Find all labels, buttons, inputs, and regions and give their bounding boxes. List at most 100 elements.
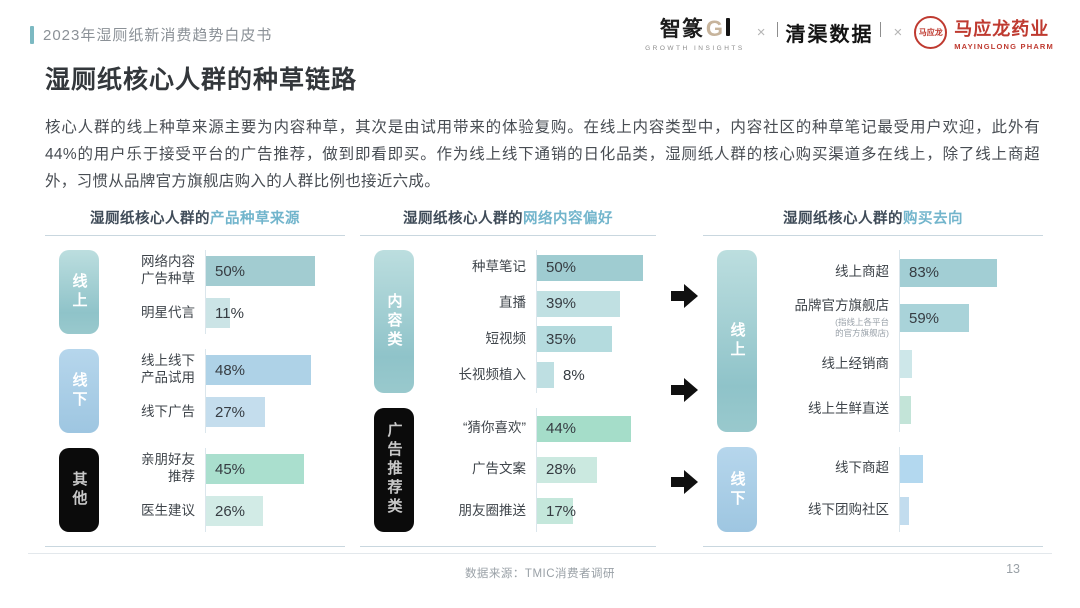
zhizhuan-logo: 智篆 G GROWTH INSIGHTS	[645, 13, 745, 52]
bar: 59%	[900, 304, 969, 333]
mayinglong-en: MAYINGLONG PHARM	[954, 41, 1054, 51]
chart-row: 直播 39%	[424, 285, 652, 322]
bar-track: 28%	[536, 449, 652, 491]
row-label: 线上生鲜直送	[767, 401, 899, 418]
row-label-text: 线下商超	[835, 460, 889, 476]
group-pill: 内容类	[374, 250, 414, 393]
bar	[537, 362, 555, 389]
row-label-text: 线上经销商	[821, 355, 890, 371]
bar: 35%	[537, 326, 612, 353]
bar	[900, 349, 912, 378]
chart-title-highlight: 网络内容偏好	[523, 211, 613, 227]
chart-row: 朋友圈推送 17%	[424, 490, 652, 532]
bar: 26%	[206, 496, 263, 526]
bar	[900, 395, 911, 424]
row-label-text: 医生建议	[141, 502, 195, 518]
brand-logos: 智篆 G GROWTH INSIGHTS × 清渠数据 × 马应龙 马应龙药业 …	[645, 13, 1054, 52]
bar-chart: 内容类 种草笔记 50% 直播 39% 短视频 35% 长视频植入 8% 广告推荐类 “猜你喜欢” 4…	[360, 235, 656, 547]
bar: 45%	[206, 454, 304, 484]
row-label-text: 网络内容 广告种草	[141, 254, 195, 286]
chart-row: 短视频 35%	[424, 321, 652, 358]
bar-track: 44%	[536, 407, 652, 450]
row-label: “猜你喜欢”	[424, 420, 536, 437]
chart-title: 湿厕纸核心人群的购买去向	[703, 207, 1043, 228]
row-label: 长视频植入	[424, 367, 536, 384]
zhizhuan-i-icon	[725, 18, 730, 36]
bar: 50%	[537, 254, 644, 281]
group-pill: 其他	[59, 448, 99, 532]
bar-track: 27%	[205, 391, 341, 433]
row-label-text: 线下团购社区	[808, 502, 889, 518]
row-label: 线下团购社区	[767, 502, 899, 519]
group-rows: 线上商超 83% 品牌官方旗舰店 (指线上各平台 的官方旗舰店) 59% 线上经销商线上生…	[767, 250, 1039, 433]
row-label: 短视频	[424, 331, 536, 348]
chart-title: 湿厕纸核心人群的产品种草来源	[45, 207, 345, 228]
chart-title-prefix: 湿厕纸核心人群的	[403, 211, 523, 227]
bar-track: 8%	[536, 357, 652, 393]
row-label-text: 长视频植入	[458, 366, 527, 382]
chart-row: “猜你喜欢” 44%	[424, 407, 652, 450]
row-label: 线上经销商	[767, 356, 899, 373]
bar-track: 26%	[205, 490, 341, 532]
row-label: 医生建议	[109, 503, 205, 520]
chart-row: 品牌官方旗舰店 (指线上各平台 的官方旗舰店) 59%	[767, 295, 1039, 342]
chart-group: 线上 网络内容 广告种草 50% 明星代言 11%	[59, 250, 341, 334]
bar: 27%	[206, 397, 265, 427]
row-label-text: 线上线下 产品试用	[141, 353, 195, 385]
data-source-note: 数据来源：TMIC消费者调研	[464, 568, 616, 580]
chart-group: 线上 线上商超 83% 品牌官方旗舰店 (指线上各平台 的官方旗舰店) 59% 线上经销商线…	[717, 250, 1039, 433]
group-pill-label: 广告推荐类	[385, 422, 403, 518]
row-label-text: 直播	[499, 295, 526, 311]
bar: 50%	[206, 256, 315, 286]
bar: 11%	[206, 298, 244, 328]
group-rows: “猜你喜欢” 44% 广告文案 28% 朋友圈推送 17%	[424, 407, 652, 532]
row-label-text: 品牌官方旗舰店	[794, 297, 890, 313]
qingqu-logo: 清渠数据	[777, 18, 882, 47]
chart-panel-content-preference: 湿厕纸核心人群的网络内容偏好 内容类 种草笔记 50% 直播 39% 短视频 35% 长视频植…	[360, 207, 656, 547]
bar-track	[899, 341, 1039, 387]
group-rows: 线下商超线下团购社区	[767, 447, 1039, 533]
chart-row: 线下广告 27%	[109, 391, 341, 433]
row-label: 广告文案	[424, 461, 536, 478]
chart-title-prefix: 湿厕纸核心人群的	[90, 211, 210, 227]
row-label: 品牌官方旗舰店 (指线上各平台 的官方旗舰店)	[767, 298, 899, 339]
group-rows: 亲朋好友 推荐 45% 医生建议 26%	[109, 448, 341, 532]
row-label-text: “猜你喜欢”	[463, 420, 526, 436]
chart-panel-purchase-channels: 湿厕纸核心人群的购买去向 线上 线上商超 83% 品牌官方旗舰店 (指线上各平台 的官方…	[703, 207, 1043, 547]
bar-track	[899, 447, 1039, 490]
mayinglong-wordmark: 马应龙药业 MAYINGLONG PHARM	[954, 15, 1054, 51]
group-pill: 线下	[717, 447, 757, 532]
chart-title-highlight: 购买去向	[903, 211, 963, 227]
zhizhuan-subtitle: GROWTH INSIGHTS	[645, 45, 745, 52]
row-label-text: 线上商超	[835, 264, 889, 280]
row-label-text: 亲朋好友 推荐	[141, 452, 195, 484]
bar	[900, 454, 924, 483]
bar-chart: 线上 线上商超 83% 品牌官方旗舰店 (指线上各平台 的官方旗舰店) 59% 线上经销商线…	[703, 235, 1043, 547]
chart-row: 线下团购社区	[767, 489, 1039, 533]
chart-title-prefix: 湿厕纸核心人群的	[783, 211, 903, 227]
group-pill: 线下	[59, 349, 99, 433]
group-pill-label: 线上	[70, 273, 88, 311]
page-title: 湿厕纸核心人群的种草链路	[45, 66, 358, 94]
bar-track: 45%	[205, 448, 341, 490]
chart-group: 线下 线下商超 线下团购社区	[717, 447, 1039, 533]
row-label-text: 短视频	[485, 330, 527, 346]
bar: 48%	[206, 355, 311, 385]
chart-row: 线上经销商	[767, 341, 1039, 387]
row-label: 线上商超	[767, 264, 899, 281]
group-pill-label: 线上	[728, 322, 746, 361]
doc-header: 2023年湿厕纸新消费趋势白皮书	[30, 24, 272, 45]
row-label: 线上线下 产品试用	[109, 353, 205, 387]
mayinglong-cn: 马应龙药业	[954, 18, 1050, 39]
chart-title: 湿厕纸核心人群的网络内容偏好	[360, 207, 656, 228]
bar: 39%	[537, 290, 621, 317]
right-arrow-icon	[671, 470, 699, 494]
right-arrow-icon	[671, 378, 699, 402]
chart-row: 线上商超 83%	[767, 250, 1039, 296]
bar: 28%	[537, 456, 597, 483]
page-number: 13	[1006, 562, 1020, 576]
row-label: 亲朋好友 推荐	[109, 452, 205, 486]
group-pill-label: 其他	[70, 471, 88, 509]
row-label-text: 明星代言	[141, 304, 195, 320]
chart-group: 广告推荐类 “猜你喜欢” 44% 广告文案 28% 朋友圈推送 17%	[374, 407, 652, 532]
